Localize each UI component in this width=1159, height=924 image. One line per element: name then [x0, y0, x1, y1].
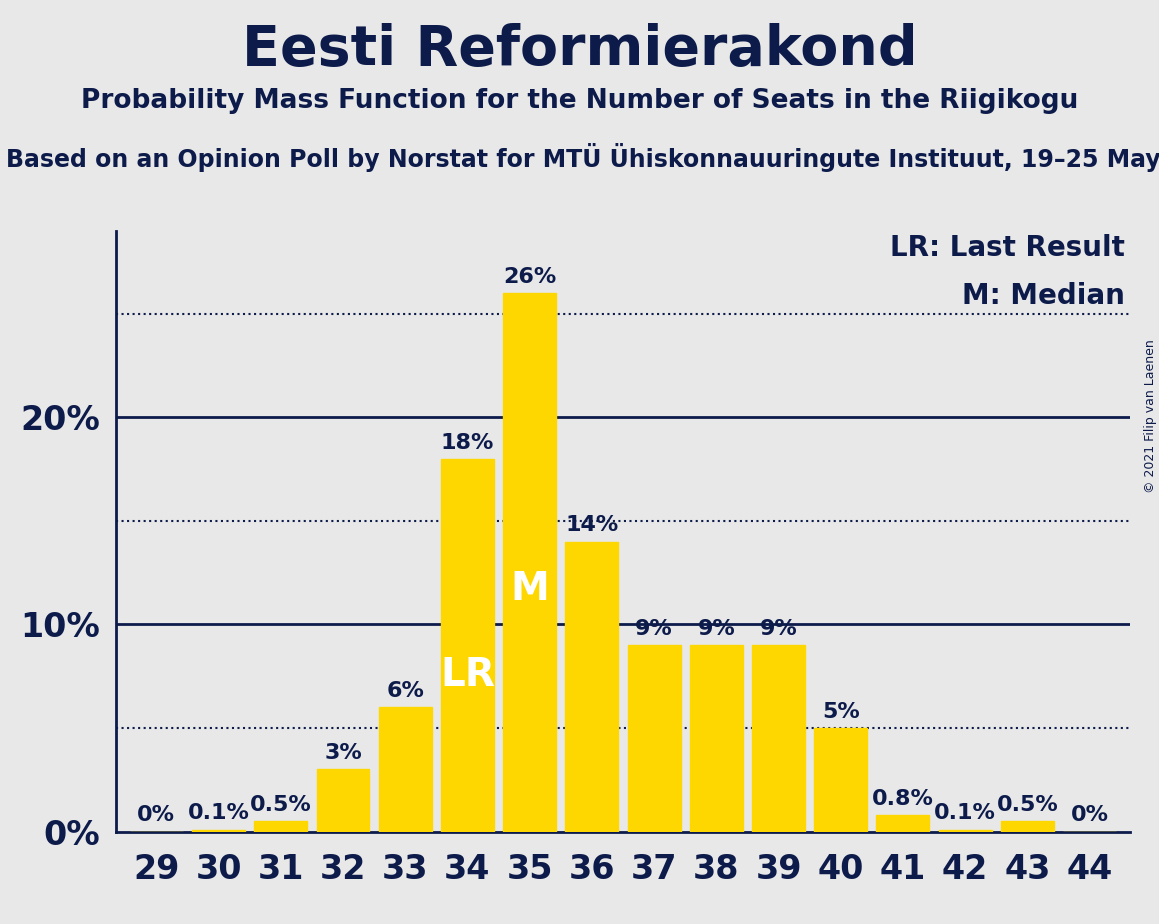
Text: 9%: 9% — [759, 619, 797, 639]
Text: 26%: 26% — [503, 267, 556, 287]
Text: M: Median: M: Median — [962, 282, 1125, 310]
Text: M: M — [510, 570, 549, 608]
Text: 3%: 3% — [325, 743, 362, 763]
Text: 9%: 9% — [698, 619, 735, 639]
Text: 5%: 5% — [822, 702, 860, 722]
Text: 0.5%: 0.5% — [250, 795, 312, 815]
Text: 0.1%: 0.1% — [934, 803, 996, 823]
Text: 6%: 6% — [386, 681, 424, 701]
Bar — [752, 645, 806, 832]
Text: 0.8%: 0.8% — [872, 789, 934, 808]
Text: 18%: 18% — [440, 432, 494, 453]
Text: 0%: 0% — [137, 806, 175, 825]
Bar — [254, 821, 307, 832]
Text: 0.5%: 0.5% — [997, 795, 1058, 815]
Bar — [815, 728, 867, 832]
Text: Probability Mass Function for the Number of Seats in the Riigikogu: Probability Mass Function for the Number… — [81, 88, 1078, 114]
Bar — [379, 708, 431, 832]
Text: LR: LR — [440, 656, 495, 694]
Bar — [503, 293, 556, 832]
Bar — [192, 830, 245, 832]
Bar — [690, 645, 743, 832]
Text: Based on an Opinion Poll by Norstat for MTÜ Ühiskonnauuringute Instituut, 19–25 : Based on an Opinion Poll by Norstat for … — [6, 143, 1159, 172]
Text: 9%: 9% — [635, 619, 673, 639]
Bar — [876, 815, 930, 832]
Bar — [628, 645, 680, 832]
Bar — [316, 770, 370, 832]
Text: 14%: 14% — [566, 516, 619, 535]
Text: Eesti Reformierakond: Eesti Reformierakond — [242, 23, 917, 77]
Text: 0%: 0% — [1071, 806, 1109, 825]
Text: 0.1%: 0.1% — [188, 803, 249, 823]
Text: © 2021 Filip van Laenen: © 2021 Filip van Laenen — [1144, 339, 1158, 492]
Bar — [566, 541, 618, 832]
Bar — [939, 830, 992, 832]
Bar — [440, 459, 494, 832]
Bar — [1001, 821, 1054, 832]
Text: LR: Last Result: LR: Last Result — [890, 234, 1125, 262]
